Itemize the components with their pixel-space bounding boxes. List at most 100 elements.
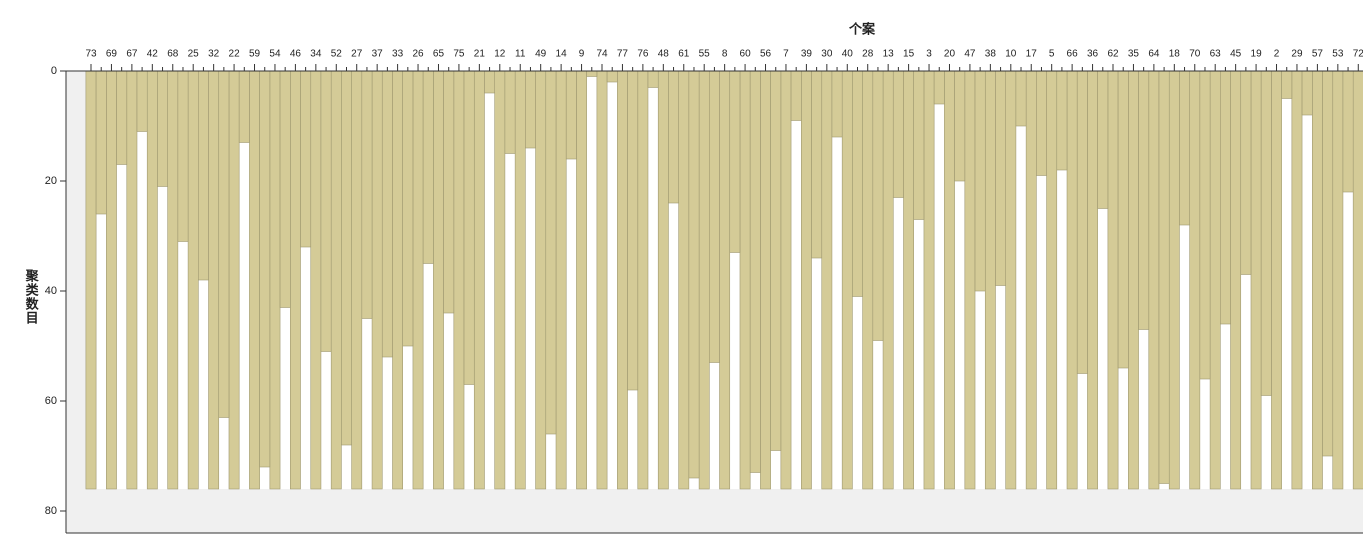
gap-column (361, 70, 373, 319)
x-tick-label: 53 (1332, 49, 1344, 60)
case-column (1168, 70, 1180, 490)
case-column (1312, 70, 1323, 490)
gap-column (1056, 70, 1068, 171)
case-column (85, 70, 97, 490)
case-column (903, 70, 914, 490)
x-tick-label: 37 (372, 49, 384, 60)
x-tick-label: 55 (699, 49, 711, 60)
x-tick-label: 45 (1230, 49, 1242, 60)
case-column (617, 70, 628, 490)
case-column (984, 70, 996, 490)
x-tick-label: 8 (722, 49, 728, 60)
x-tick-label: 54 (269, 49, 281, 60)
y-axis-label: 聚类数目 (24, 269, 40, 325)
x-tick-label: 22 (229, 49, 241, 60)
x-tick-label: 70 (1189, 49, 1201, 60)
gap-column (974, 70, 986, 292)
case-column (106, 70, 117, 490)
gap-column (341, 70, 352, 446)
x-tick-label: 7 (783, 49, 789, 60)
x-tick-label: 63 (1210, 49, 1222, 60)
x-tick-label: 42 (147, 49, 159, 60)
gap-column (300, 70, 312, 248)
gap-column (1260, 70, 1272, 396)
x-tick-label: 3 (926, 49, 932, 60)
x-tick-label: 19 (1251, 49, 1263, 60)
gap-column (1097, 70, 1109, 209)
case-column (800, 70, 812, 490)
x-tick-label: 77 (617, 49, 629, 60)
x-tick-label: 76 (637, 49, 649, 60)
case-column (760, 70, 771, 490)
gap-column (1179, 70, 1190, 226)
gap-column (198, 70, 209, 281)
case-column (1189, 70, 1201, 490)
case-column (1250, 70, 1262, 490)
case-column (739, 70, 751, 490)
gap-column (238, 70, 250, 143)
case-column (657, 70, 669, 490)
x-tick-label: 10 (1005, 49, 1017, 60)
gap-column (1158, 70, 1170, 484)
case-column (1005, 70, 1017, 490)
x-tick-label: 2 (1274, 49, 1280, 60)
case-column (964, 70, 976, 490)
gap-column (218, 70, 230, 418)
gap-column (852, 70, 863, 297)
gap-column (1015, 70, 1027, 127)
case-column (494, 70, 506, 490)
gap-column (545, 70, 557, 435)
x-tick-label: 25 (188, 49, 200, 60)
x-tick-label: 27 (351, 49, 363, 60)
x-tick-label: 18 (1169, 49, 1181, 60)
case-column (1291, 70, 1303, 490)
x-tick-label: 13 (883, 49, 895, 60)
x-tick-label: 40 (842, 49, 854, 60)
x-tick-label: 47 (964, 49, 976, 60)
y-tick-label: 0 (51, 65, 57, 77)
case-column (392, 70, 403, 490)
x-tick-label: 39 (801, 49, 813, 60)
x-tick-label: 35 (1128, 49, 1140, 60)
case-column (249, 70, 260, 490)
x-tick-label: 67 (126, 49, 138, 60)
gap-column (279, 70, 291, 308)
case-column (535, 70, 547, 490)
case-column (862, 70, 874, 490)
gap-column (565, 70, 577, 160)
gap-column (484, 70, 495, 94)
x-tick-label: 20 (944, 49, 956, 60)
x-tick-label: 48 (658, 49, 670, 60)
y-tick-label: 20 (45, 175, 57, 187)
x-tick-label: 75 (453, 49, 465, 60)
x-tick-label: 65 (433, 49, 445, 60)
gap-column (811, 70, 823, 259)
gap-column (933, 70, 945, 105)
x-tick-label: 66 (1067, 49, 1079, 60)
x-tick-label: 9 (579, 49, 585, 60)
case-column (821, 70, 833, 490)
x-tick-label: 64 (1148, 49, 1160, 60)
x-tick-label: 29 (1291, 49, 1303, 60)
x-tick-label: 17 (1026, 49, 1038, 60)
gap-column (668, 70, 679, 204)
x-tick-label: 59 (249, 49, 261, 60)
case-column (310, 70, 322, 490)
gap-column (1138, 70, 1150, 330)
case-column (351, 70, 363, 490)
case-column (371, 70, 383, 490)
gap-column (381, 70, 393, 358)
x-tick-label: 49 (535, 49, 547, 60)
gap-column (1342, 70, 1354, 193)
case-column (698, 70, 710, 490)
x-tick-label: 30 (821, 49, 833, 60)
gap-column (177, 70, 189, 242)
gap-column (136, 70, 148, 132)
case-column (1128, 70, 1139, 490)
x-tick-label: 46 (290, 49, 302, 60)
gap-column (504, 70, 516, 154)
case-column (841, 70, 853, 490)
gap-column (1301, 70, 1313, 116)
case-column (1066, 70, 1078, 490)
case-column (453, 70, 465, 490)
